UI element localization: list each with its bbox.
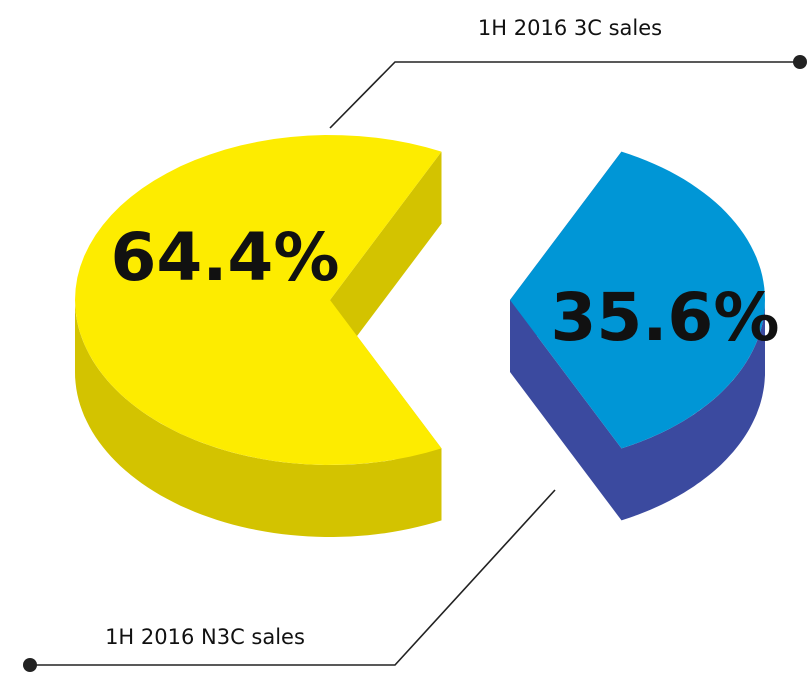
category-label: 1H 2016 3C sales: [478, 16, 662, 40]
callout-line: [329, 61, 800, 129]
pie-slice: [75, 135, 442, 465]
pie-side: [330, 151, 442, 372]
value-label: 64.4%: [111, 219, 340, 296]
pie-side: [621, 300, 765, 521]
category-label: 1H 2016 N3C sales: [105, 625, 305, 649]
callout-dot: [23, 658, 37, 672]
callout-dot: [793, 55, 807, 69]
pie-slice: [510, 151, 765, 449]
pie: [75, 135, 765, 537]
pie-side: [75, 300, 442, 537]
value-label: 35.6%: [551, 279, 780, 356]
callout-line: [30, 489, 556, 666]
pie-side: [510, 300, 622, 521]
